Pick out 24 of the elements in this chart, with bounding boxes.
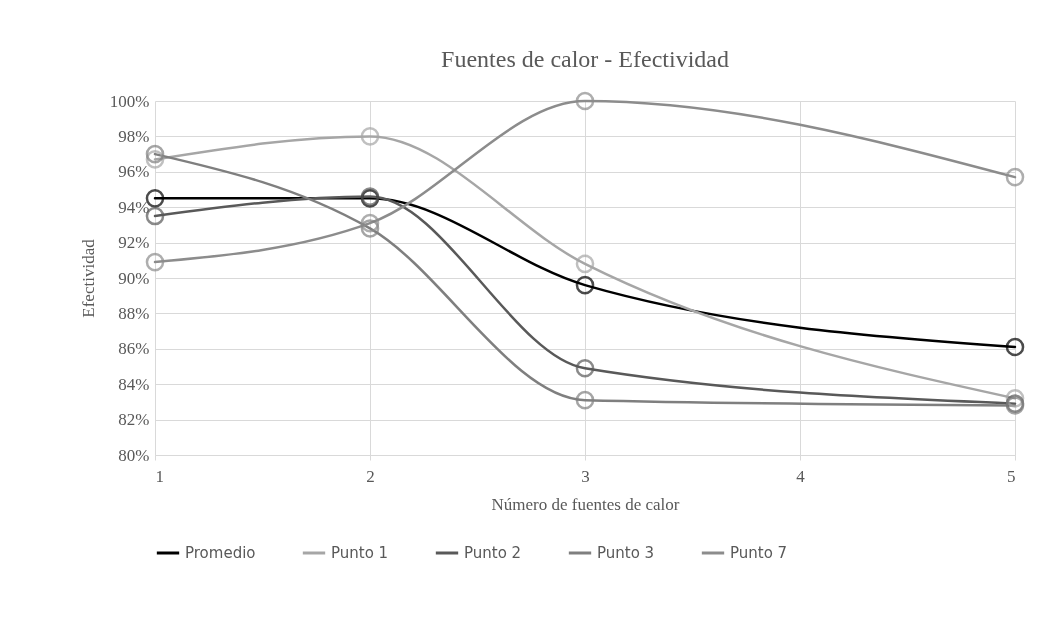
legend-label: Punto 7 <box>730 544 788 562</box>
legend-label: Promedio <box>185 544 256 562</box>
y-tick-label: 100% <box>109 91 150 111</box>
x-tick-label: 4 <box>796 466 806 486</box>
y-tick-label: 92% <box>118 233 150 253</box>
y-tick-label: 84% <box>118 374 150 394</box>
y-tick-label: 82% <box>118 410 150 430</box>
x-tick-label: 5 <box>1007 466 1016 486</box>
y-tick-label: 90% <box>118 268 150 288</box>
legend-label: Punto 2 <box>464 544 522 562</box>
y-tick-label: 94% <box>118 197 150 217</box>
y-tick-label: 98% <box>118 126 150 146</box>
x-tick-label: 1 <box>155 466 164 486</box>
y-tick-label: 80% <box>118 445 150 465</box>
y-tick-label: 88% <box>118 303 150 323</box>
y-tick-label: 86% <box>118 339 150 359</box>
x-tick-label: 2 <box>366 466 375 486</box>
legend-label: Punto 1 <box>331 544 389 562</box>
chart-title: Fuentes de calor - Efectividad <box>441 45 729 72</box>
x-tick-label: 3 <box>581 466 590 486</box>
x-axis-title: Número de fuentes de calor <box>491 494 680 514</box>
y-tick-label: 96% <box>118 162 150 182</box>
y-axis-title: Efectividad <box>78 238 98 318</box>
legend-label: Punto 3 <box>597 544 655 562</box>
